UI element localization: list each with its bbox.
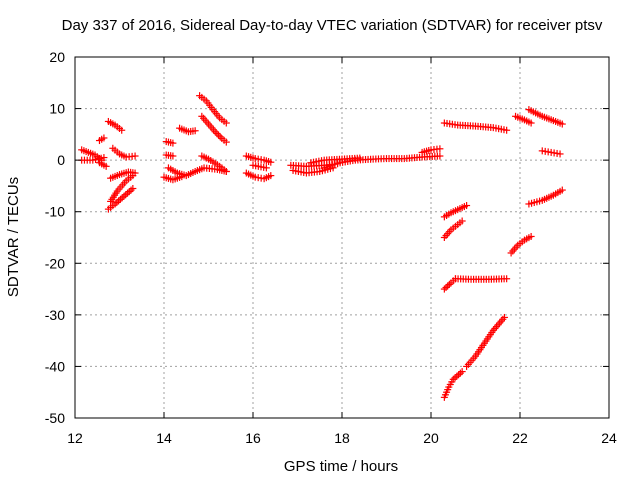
data-point xyxy=(115,197,123,205)
data-point xyxy=(267,172,275,180)
data-point xyxy=(131,152,139,160)
data-point xyxy=(216,133,224,141)
y-tick-label: 10 xyxy=(49,101,65,117)
data-point xyxy=(100,134,108,142)
data-point xyxy=(442,284,450,292)
data-point xyxy=(211,128,219,136)
data-point xyxy=(222,167,230,175)
data-point xyxy=(455,371,463,379)
data-point xyxy=(458,217,466,225)
data-point xyxy=(492,323,500,331)
data-point xyxy=(503,275,511,283)
data-point xyxy=(497,317,505,325)
data-point xyxy=(222,138,230,146)
data-point xyxy=(436,145,444,153)
data-point xyxy=(451,374,459,382)
data-point xyxy=(125,188,133,196)
data-point xyxy=(458,368,466,376)
data-point xyxy=(122,191,130,199)
data-point xyxy=(131,169,139,177)
y-tick-label: -30 xyxy=(45,307,65,323)
axis-ticks: 12 14 16 18 20 22 24 20 10 0 -10 -20 -30 -40 -50 xyxy=(45,49,617,446)
data-point xyxy=(456,369,464,377)
data-point xyxy=(118,194,126,202)
data-point xyxy=(127,186,135,194)
x-tick-label: 16 xyxy=(245,430,261,446)
data-point xyxy=(527,232,535,240)
data-point xyxy=(262,164,270,172)
x-tick-label: 12 xyxy=(67,430,83,446)
data-point xyxy=(491,324,499,332)
data-point xyxy=(444,282,452,290)
data-point xyxy=(463,202,471,210)
data-point xyxy=(527,119,535,127)
data-points xyxy=(78,92,566,401)
data-point xyxy=(267,158,275,166)
x-tick-label: 24 xyxy=(601,430,617,446)
data-point xyxy=(129,185,137,193)
y-axis-label: SDTVAR / TECUs xyxy=(5,177,22,297)
y-tick-label: -50 xyxy=(45,410,65,426)
data-point xyxy=(113,198,121,206)
x-tick-label: 14 xyxy=(156,430,172,446)
data-point xyxy=(191,127,199,135)
data-point xyxy=(118,126,126,134)
data-point xyxy=(558,120,566,128)
data-point xyxy=(215,131,223,139)
data-point xyxy=(178,173,186,181)
data-point xyxy=(440,285,448,293)
data-point xyxy=(496,319,504,327)
data-point xyxy=(453,372,461,380)
data-point xyxy=(499,315,507,323)
y-tick-label: -40 xyxy=(45,358,65,374)
data-point xyxy=(213,129,221,137)
data-point xyxy=(169,139,177,147)
data-point xyxy=(503,126,511,134)
chart-title: Day 337 of 2016, Sidereal Day-to-day VTE… xyxy=(62,17,603,34)
x-tick-label: 20 xyxy=(423,430,439,446)
data-point xyxy=(116,195,124,203)
x-tick-label: 22 xyxy=(512,430,528,446)
data-point xyxy=(558,186,566,194)
data-point xyxy=(222,119,230,127)
y-tick-label: -10 xyxy=(45,204,65,220)
y-tick-label: -20 xyxy=(45,255,65,271)
data-point xyxy=(100,154,108,162)
data-point xyxy=(556,150,564,158)
data-point xyxy=(494,321,502,329)
data-point xyxy=(500,313,508,321)
plot-grid xyxy=(75,57,609,418)
y-tick-label: 20 xyxy=(49,49,65,65)
data-point xyxy=(124,189,132,197)
data-point xyxy=(436,152,444,160)
data-point xyxy=(445,280,453,288)
x-tick-label: 18 xyxy=(334,430,350,446)
x-axis-label: GPS time / hours xyxy=(284,458,398,475)
data-point xyxy=(120,192,128,200)
y-tick-label: 0 xyxy=(57,152,65,168)
data-point xyxy=(169,152,177,160)
data-point xyxy=(102,162,110,170)
